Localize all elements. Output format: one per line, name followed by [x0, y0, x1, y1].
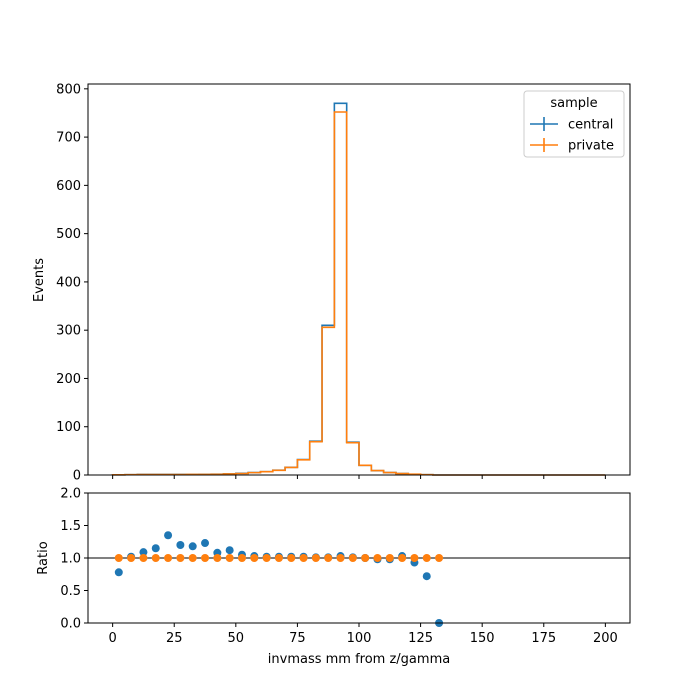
- x-axis-label: invmass mm from z/gamma: [268, 652, 450, 667]
- ratio-point-central: [188, 542, 197, 551]
- top-x-ticks: [112, 475, 606, 479]
- ratio-point-central: [164, 531, 173, 540]
- ratio-point-private: [139, 554, 148, 562]
- ratio-point-private: [213, 554, 222, 562]
- ratio-point-private: [435, 554, 444, 562]
- top-y-axis-label: Events: [32, 258, 47, 302]
- top-y-tick-label: 400: [56, 275, 81, 290]
- legend-label-private: private: [568, 139, 614, 154]
- x-tick-label: 50: [228, 631, 245, 646]
- ratio-point-central: [201, 539, 210, 548]
- ratio-point-central: [114, 568, 123, 577]
- ratio-point-private: [336, 554, 345, 562]
- ratio-point-private: [385, 554, 394, 562]
- ratio-y-tick-label: 2.0: [60, 487, 81, 502]
- top-y-tick-label: 200: [56, 372, 81, 387]
- x-tick-label: 25: [166, 631, 183, 646]
- ratio-x-ticks: 0 25 50 75 100 125 150 175 200: [108, 623, 618, 646]
- ratio-y-tick-label: 0.5: [60, 584, 81, 599]
- ratio-point-central: [176, 541, 185, 549]
- ratio-y-tick-label: 1.5: [60, 519, 81, 534]
- ratio-y-axis-label: Ratio: [36, 541, 51, 574]
- ratio-point-private: [114, 554, 123, 562]
- ratio-point-private: [164, 554, 173, 562]
- legend-entries: central private: [530, 117, 614, 154]
- ratio-point-private: [151, 554, 160, 562]
- ratio-point-central: [151, 544, 160, 553]
- ratio-plot-frame: [87, 492, 631, 624]
- ratio-point-central: [422, 572, 431, 581]
- x-tick-label: 0: [108, 631, 116, 646]
- ratio-point-private: [237, 554, 246, 562]
- x-tick-label: 75: [289, 631, 306, 646]
- ratio-point-private: [361, 554, 370, 562]
- top-y-tick-label: 300: [56, 324, 81, 339]
- ratio-point-private: [348, 554, 357, 562]
- legend: sample central private: [523, 90, 625, 158]
- ratio-point-central: [139, 548, 148, 557]
- top-panel: 0 100 200 300 400 500 600 700 800 Events sample …: [32, 82, 631, 484]
- ratio-point-private: [250, 554, 259, 562]
- ratio-point-private: [299, 554, 308, 562]
- x-tick-label: 175: [531, 631, 556, 646]
- ratio-point-private: [225, 554, 234, 562]
- top-y-tick-label: 700: [56, 131, 81, 146]
- ratio-point-private: [188, 554, 197, 562]
- legend-label-central: central: [568, 118, 613, 133]
- x-tick-label: 125: [408, 631, 433, 646]
- ratio-point-private: [287, 554, 296, 562]
- ratio-y-tick-label: 0.0: [60, 617, 81, 632]
- ratio-point-central: [225, 546, 234, 555]
- x-tick-label: 150: [470, 631, 495, 646]
- ratio-point-private: [398, 554, 407, 562]
- top-plot-frame: [87, 83, 631, 476]
- ratio-point-private: [201, 554, 210, 562]
- x-tick-label: 200: [593, 631, 618, 646]
- top-y-tick-label: 800: [56, 82, 81, 97]
- ratio-point-private: [410, 554, 419, 562]
- ratio-points: [114, 531, 444, 627]
- top-y-tick-label: 100: [56, 420, 81, 435]
- top-y-tick-label: 600: [56, 179, 81, 194]
- ratio-panel: 0.0 0.5 1.0 1.5 2.0 0 25 50 75 100 125 150 175 200 R…: [36, 487, 631, 667]
- ratio-y-ticks: 0.0 0.5 1.0 1.5 2.0: [60, 487, 88, 632]
- legend-box: [523, 90, 625, 158]
- legend-title: sample: [550, 96, 597, 111]
- ratio-point-private: [311, 554, 320, 562]
- ratio-point-private: [324, 554, 333, 562]
- x-tick-label: 100: [347, 631, 372, 646]
- ratio-point-private: [274, 554, 283, 562]
- ratio-point-private: [127, 554, 136, 562]
- top-y-tick-label: 500: [56, 227, 81, 242]
- ratio-point-private: [422, 554, 431, 562]
- ratio-point-private: [262, 554, 271, 562]
- top-y-ticks: 0 100 200 300 400 500 600 700 800: [56, 82, 88, 484]
- ratio-y-tick-label: 1.0: [60, 552, 81, 567]
- top-y-tick-label: 0: [73, 469, 81, 484]
- ratio-point-private: [373, 554, 382, 562]
- ratio-point-private: [176, 554, 185, 562]
